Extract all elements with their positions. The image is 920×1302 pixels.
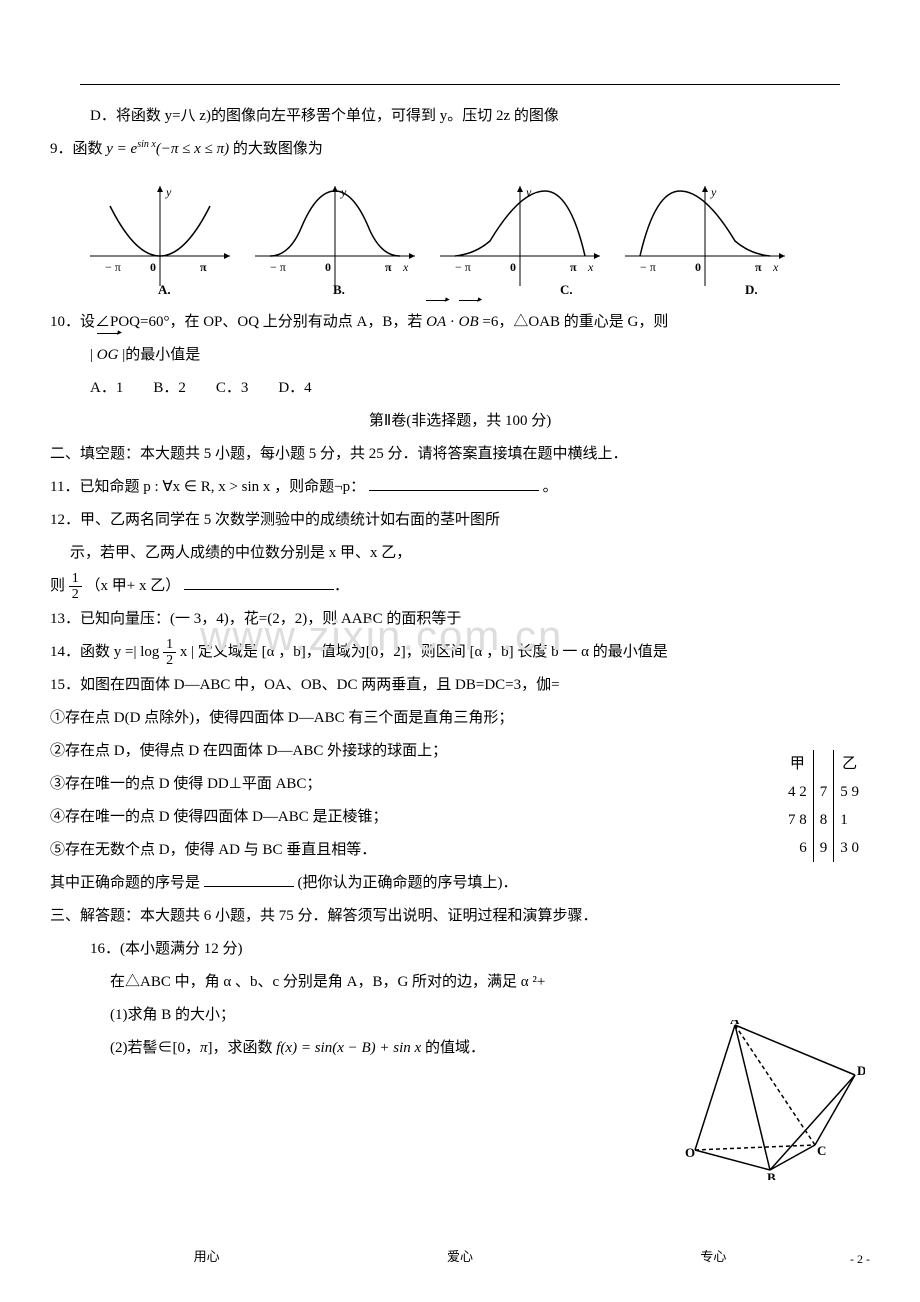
footer-a: 用心 [194, 1243, 220, 1272]
q15-5: ⑤存在无数个点 D，使得 AD 与 BC 垂直且相等． [50, 834, 870, 867]
stem-r3l: 6 [782, 834, 813, 862]
svg-text:− π: − π [640, 260, 656, 274]
svg-text:π: π [570, 260, 577, 274]
q12-mid: （x 甲+ x 乙） [86, 578, 181, 594]
svg-text:− π: − π [455, 260, 471, 274]
chart-option-a: − π 0 π y A. [80, 176, 240, 296]
svg-text:B.: B. [333, 282, 345, 296]
q12-blank [184, 575, 334, 590]
footer-c: 专心 [700, 1243, 726, 1272]
q15-blank [204, 872, 294, 887]
q15-1: ①存在点 D(D 点除外)，使得四面体 D—ABC 有三个面是直角三角形； [50, 702, 870, 735]
page-number: - 2 - [850, 1246, 870, 1272]
stem-r2l: 7 8 [782, 806, 813, 834]
stem-r1m: 7 [813, 778, 834, 806]
svg-text:π: π [200, 260, 207, 274]
q15-end: 其中正确命题的序号是 (把你认为正确命题的序号填上)． [50, 867, 870, 900]
q16-a: 16．(本小题满分 12 分) [50, 933, 870, 966]
vector-og: OG [97, 339, 119, 372]
q13: 13．已知向量压：(一 3，4)，花=(2，2)，则 AABC 的面积等于 [50, 603, 870, 636]
svg-text:C: C [817, 1143, 826, 1158]
q12-a: 12．甲、乙两名同学在 5 次数学测验中的成绩统计如右面的茎叶图所 [50, 504, 870, 537]
svg-text:A.: A. [158, 282, 171, 296]
svg-text:D.: D. [745, 282, 758, 296]
section3-title: 三、解答题：本大题共 6 小题，共 75 分．解答须写出说明、证明过程和演算步骤… [50, 900, 870, 933]
stem-r2r: 1 [834, 806, 865, 834]
q15-a: 15．如图在四面体 D—ABC 中，OA、OB、DC 两两垂直，且 DB=DC=… [50, 669, 870, 702]
svg-text:x: x [402, 260, 409, 274]
q15-3: ③存在唯一的点 D 使得 DD⊥平面 ABC； [50, 768, 870, 801]
stem-r3r: 3 0 [834, 834, 865, 862]
q10-text-a: 10．设∠POQ=60°，在 OP、OQ 上分别有动点 A，B，若 [50, 314, 422, 330]
svg-text:D: D [857, 1063, 865, 1078]
svg-text:π: π [755, 260, 762, 274]
stem-yi: 乙 [834, 750, 865, 778]
tetrahedron-diagram: A O B C D [685, 1020, 865, 1193]
svg-text:y: y [165, 185, 172, 199]
q9-stem: 9．函数 y = esin x(−π ≤ x ≤ π) 的大致图像为 [50, 133, 870, 166]
q15-end-a: 其中正确命题的序号是 [50, 875, 200, 891]
svg-text:0: 0 [510, 260, 516, 274]
vector-oa: OA [426, 306, 446, 339]
svg-text:A: A [730, 1020, 740, 1027]
q10-text-b: =6，△OAB 的重心是 G，则 [482, 314, 668, 330]
q12-c: 则 12 （x 甲+ x 乙） ． [50, 570, 870, 603]
svg-text:x: x [772, 260, 779, 274]
chart-option-c: − π 0 π x y C. [430, 176, 610, 296]
q12-pre: 则 [50, 578, 65, 594]
dot-operator: · [450, 314, 459, 330]
stem-r3m: 9 [813, 834, 834, 862]
svg-text:− π: − π [105, 260, 121, 274]
frac-q14: 12 [163, 637, 176, 669]
q16-b: 在△ABC 中，角 α 、b、c 分别是角 A，B，G 所对的边，满足 α ²+ [50, 966, 870, 999]
svg-text:− π: − π [270, 260, 286, 274]
q15-end-b: (把你认为正确命题的序号填上)． [298, 875, 518, 891]
svg-text:C.: C. [560, 282, 573, 296]
stem-leaf-diagram: 甲乙 4 275 9 7 881 693 0 [782, 750, 865, 862]
stem-jia: 甲 [782, 750, 813, 778]
svg-text:B: B [767, 1170, 776, 1180]
q10-line2: | OG |的最小值是 [50, 339, 870, 372]
frac-half: 12 [69, 571, 82, 603]
footer-b: 爱心 [447, 1243, 473, 1272]
svg-text:x: x [587, 260, 594, 274]
q11-text: 11．已知命题 p : ∀x ∈ R, x > sin x ，则命题¬p： [50, 479, 365, 495]
q14-b: x | 定义域是 [α ，b]，值域为[0，2]，则区间 [α ，b] 长度 b… [180, 644, 668, 660]
svg-text:y: y [525, 185, 532, 199]
svg-text:y: y [710, 185, 717, 199]
stem-r1r: 5 9 [834, 778, 865, 806]
q10-options: A．1 B．2 C．3 D．4 [50, 372, 870, 405]
q11-end: 。 [543, 479, 558, 495]
top-border [80, 84, 840, 85]
q10-text-c: |的最小值是 [122, 347, 200, 363]
q10-stem: 10．设∠POQ=60°，在 OP、OQ 上分别有动点 A，B，若 OA · O… [50, 306, 870, 339]
svg-text:0: 0 [325, 260, 331, 274]
vector-ob: OB [459, 306, 479, 339]
svg-text:y: y [340, 185, 347, 199]
content: D．将函数 y=八 z)的图像向左平移罟个单位，可得到 y。压切 2z 的图像 … [50, 60, 870, 1065]
q11: 11．已知命题 p : ∀x ∈ R, x > sin x ，则命题¬p： 。 [50, 471, 870, 504]
chart-option-b: − π 0 π x y B. [245, 176, 425, 296]
part2-title: 第Ⅱ卷(非选择题，共 100 分) [50, 405, 870, 438]
svg-text:0: 0 [150, 260, 156, 274]
q15-4: ④存在唯一的点 D 使得四面体 D—ABC 是正棱锥； [50, 801, 870, 834]
q11-blank [369, 476, 539, 491]
q14: 14．函数 y =| log 12 x | 定义域是 [α ，b]，值域为[0，… [50, 636, 870, 669]
footer: 用心 爱心 专心 [0, 1243, 920, 1272]
q8-option-d: D．将函数 y=八 z)的图像向左平移罟个单位，可得到 y。压切 2z 的图像 [50, 100, 870, 133]
svg-text:0: 0 [695, 260, 701, 274]
q15-2: ②存在点 D，使得点 D 在四面体 D—ABC 外接球的球面上； [50, 735, 870, 768]
section2-title: 二、填空题：本大题共 5 小题，每小题 5 分，共 25 分．请将答案直接填在题… [50, 438, 870, 471]
q14-a: 14．函数 y =| log [50, 644, 159, 660]
stem-r2m: 8 [813, 806, 834, 834]
q12-b: 示，若甲、乙两人成绩的中位数分别是 x 甲、x 乙， [50, 537, 870, 570]
chart-option-d: − π 0 π x y D. [615, 176, 795, 296]
svg-text:π: π [385, 260, 392, 274]
q9-charts: − π 0 π y A. − π 0 π x y B. − π 0 [80, 176, 870, 296]
svg-text:O: O [685, 1145, 695, 1160]
stem-r1l: 4 2 [782, 778, 813, 806]
